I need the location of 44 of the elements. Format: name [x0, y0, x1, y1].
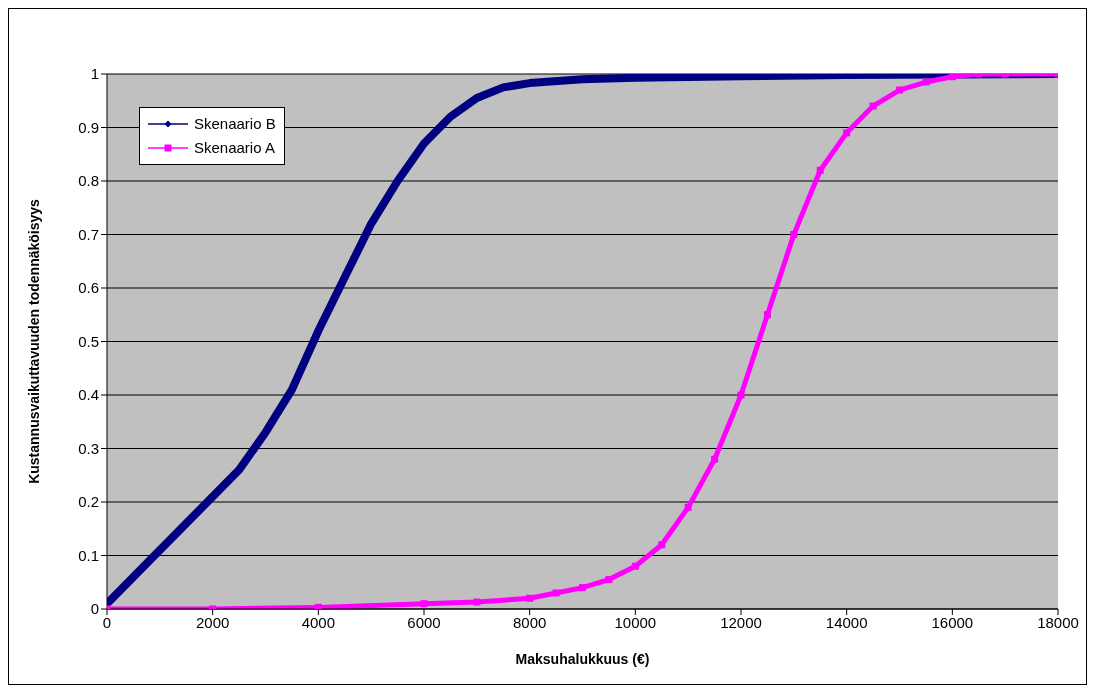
- point: [579, 584, 586, 592]
- y-tick-label: 0.5: [78, 332, 99, 350]
- y-tick-label: 0.2: [78, 493, 99, 511]
- point: [869, 102, 877, 110]
- x-tick-label: 12000: [720, 613, 762, 631]
- point: [843, 129, 851, 137]
- x-tick-label: 4000: [301, 613, 336, 631]
- point: [605, 576, 613, 584]
- y-tick-label: 0.6: [78, 279, 99, 297]
- x-tick-label: 8000: [512, 613, 547, 631]
- y-tick-label: 0.4: [78, 386, 99, 404]
- x-tick-label: 10000: [614, 613, 657, 631]
- point: [631, 562, 639, 570]
- x-tick-label: 2000: [195, 613, 230, 631]
- point: [711, 455, 719, 463]
- x-tick-label: 16000: [931, 613, 974, 631]
- x-axis-title: Maksuhalukkuus (€): [515, 651, 650, 667]
- point: [896, 86, 903, 94]
- y-axis-title: Kustannusvaikuttavuuden todennäköisyys: [25, 198, 42, 484]
- point: [420, 600, 428, 608]
- point: [790, 231, 798, 238]
- y-tick-label: 0.1: [78, 546, 99, 564]
- point: [816, 166, 824, 174]
- x-tick-label: 6000: [407, 613, 441, 631]
- point: [763, 311, 771, 319]
- y-tick-label: 0.3: [78, 439, 99, 457]
- y-tick-label: 0: [90, 600, 99, 618]
- y-tick-label: 0.7: [78, 225, 99, 243]
- point: [922, 78, 930, 86]
- point: [737, 391, 745, 399]
- point: [658, 541, 666, 549]
- y-tick-label: 0.8: [78, 172, 99, 190]
- point: [552, 589, 560, 597]
- y-tick-label: 0.9: [78, 118, 99, 136]
- x-tick-label: 0: [102, 613, 112, 631]
- point: [684, 503, 692, 511]
- point: [526, 594, 534, 602]
- y-tick-label: 1: [90, 65, 99, 83]
- point: [473, 598, 481, 606]
- x-tick-label: 18000: [1037, 613, 1079, 631]
- legend-label: Skenaario B: [194, 114, 276, 134]
- x-tick-label: 14000: [825, 613, 868, 631]
- point: [314, 603, 322, 609]
- legend-label: Skenaario A: [194, 138, 275, 158]
